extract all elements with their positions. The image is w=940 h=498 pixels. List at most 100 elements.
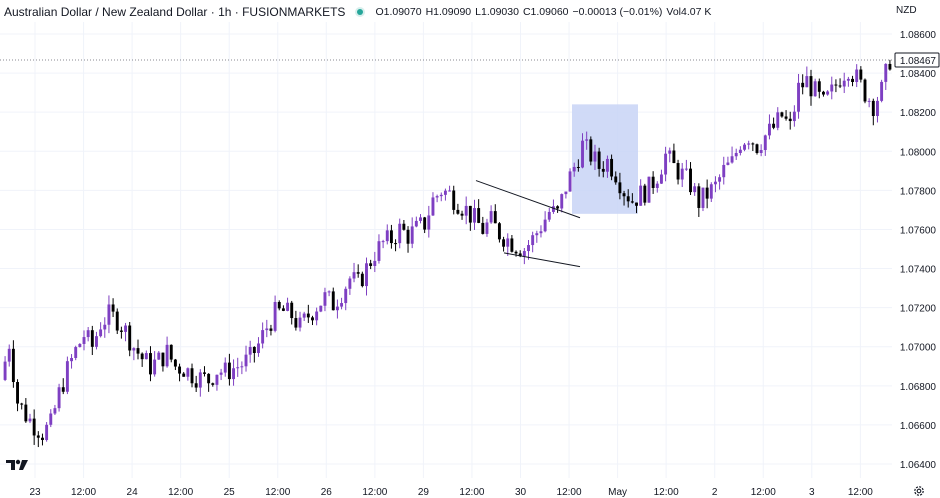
candle-down <box>651 176 655 188</box>
candle-up <box>846 78 850 81</box>
time-tick-label: 12:00 <box>459 487 484 498</box>
candle-up <box>448 190 452 192</box>
candle-down <box>369 263 373 266</box>
time-tick-label: 29 <box>418 487 430 498</box>
candle-down <box>822 91 825 95</box>
candle-up <box>593 151 597 162</box>
candle-up <box>3 361 7 380</box>
candle-up <box>215 374 219 385</box>
candle-up <box>759 150 763 153</box>
candle-down <box>697 186 701 208</box>
candle-down <box>194 383 198 388</box>
time-tick-label: 12:00 <box>362 487 387 498</box>
candle-down <box>614 176 618 183</box>
candle-up <box>709 184 713 199</box>
candle-down <box>277 301 281 309</box>
candle-down <box>149 353 152 375</box>
candle-up <box>539 231 543 234</box>
candle-down <box>630 201 634 203</box>
candle-up <box>797 82 800 112</box>
annotation-layer-front <box>0 59 892 268</box>
candle-up <box>248 346 252 355</box>
candle-up <box>585 139 589 141</box>
candle-down <box>207 373 211 384</box>
tradingview-logo-icon[interactable] <box>6 458 30 472</box>
candle-down <box>576 166 580 168</box>
candle-down <box>211 383 215 385</box>
candle-up <box>659 174 663 184</box>
candle-up <box>186 368 190 377</box>
candle-up <box>738 149 742 153</box>
candle-down <box>406 229 410 244</box>
candle-up <box>547 211 551 220</box>
candle-down <box>643 185 647 203</box>
candle-up <box>880 81 884 101</box>
candle-down <box>859 69 863 80</box>
candle-up <box>464 205 468 216</box>
candle-down <box>41 437 44 441</box>
candle-up <box>99 329 103 337</box>
symbol-title[interactable]: Australian Dollar / New Zealand Dollar ·… <box>4 5 346 19</box>
candle-up <box>473 208 476 223</box>
candle-up <box>564 191 568 195</box>
candle-down <box>676 163 680 180</box>
candle-up <box>57 387 61 409</box>
time-tick-label: 12:00 <box>751 487 776 498</box>
candle-down <box>518 253 522 257</box>
price-tick-label: 1.08600 <box>900 30 937 41</box>
candle-down <box>90 330 94 347</box>
candle-down <box>477 208 481 223</box>
candle-down <box>161 352 165 367</box>
candle-up <box>647 176 651 203</box>
time-tick-label: 12:00 <box>168 487 193 498</box>
candle-up <box>605 158 609 172</box>
candle-up <box>439 194 443 197</box>
candle-down <box>481 222 485 234</box>
candle-down <box>252 346 256 354</box>
candle-down <box>20 403 24 405</box>
candle-up <box>701 187 705 208</box>
price-tick-label: 1.07600 <box>900 225 937 236</box>
candle-down <box>788 118 792 122</box>
close-key: C <box>522 6 531 18</box>
candle-up <box>219 372 223 375</box>
candle-down <box>751 143 755 145</box>
candle-down <box>460 213 464 216</box>
candle-up <box>7 348 11 362</box>
candle-down <box>622 193 626 197</box>
high-key: H <box>425 6 434 18</box>
candle-down <box>838 85 842 87</box>
candle-up <box>398 223 402 244</box>
candle-down <box>178 366 182 374</box>
price-tick-label: 1.07400 <box>900 265 937 276</box>
time-tick-label: 12:00 <box>654 487 679 498</box>
candle-up <box>107 304 111 325</box>
candle-up <box>713 181 717 185</box>
candle-up <box>65 361 69 392</box>
candle-down <box>871 100 875 117</box>
candle-down <box>863 79 867 102</box>
candle-down <box>290 302 294 319</box>
candle-up <box>45 424 49 441</box>
time-tick-label: 12:00 <box>557 487 582 498</box>
candle-up <box>684 168 688 170</box>
currency-label[interactable]: NZD <box>896 5 917 16</box>
candle-up <box>261 330 265 344</box>
candle-up <box>485 222 489 234</box>
candle-down <box>61 387 65 392</box>
candle-up <box>560 194 564 209</box>
candle-up <box>157 352 161 360</box>
candle-down <box>834 84 838 86</box>
price-tick-label: 1.08200 <box>900 108 937 119</box>
candle-up <box>165 344 169 367</box>
candle-down <box>356 272 360 274</box>
candle-up <box>381 241 385 243</box>
candle-up <box>522 251 526 257</box>
candle-up <box>352 272 356 279</box>
time-axis: 23 12:00 24 12:00 25 12:00 26 12:00 29 12:00 30 12:… <box>29 487 873 498</box>
candle-up <box>103 324 107 330</box>
candle-down <box>36 435 40 438</box>
settings-gear-icon[interactable] <box>913 485 925 497</box>
price-tick-label: 1.06600 <box>900 421 937 432</box>
